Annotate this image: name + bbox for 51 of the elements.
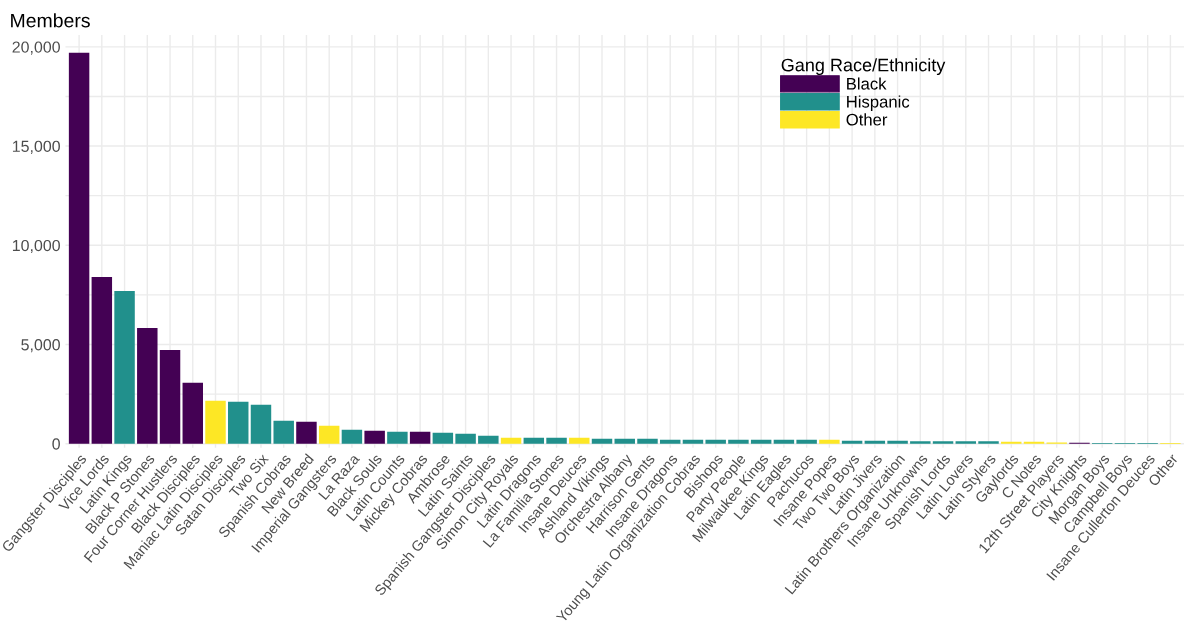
y-tick-label: 5,000	[21, 339, 60, 353]
bar	[318, 425, 340, 444]
bar	[296, 421, 317, 444]
bar	[159, 350, 181, 444]
bar	[432, 432, 454, 444]
bar	[728, 439, 749, 444]
bar	[614, 438, 635, 444]
bar	[478, 435, 499, 444]
bar	[637, 438, 658, 444]
bar	[819, 439, 840, 444]
bar	[364, 430, 385, 444]
bar	[182, 382, 203, 444]
legend-label: Black	[847, 77, 887, 90]
bar	[250, 404, 272, 444]
legend-label: Hispanic	[847, 95, 910, 111]
bar	[750, 439, 772, 444]
bar	[228, 401, 249, 444]
bar	[910, 441, 931, 444]
bar	[68, 52, 90, 444]
bar	[591, 438, 613, 444]
bar	[273, 420, 294, 444]
bar	[887, 440, 908, 444]
bar	[455, 433, 476, 444]
bar	[569, 437, 590, 444]
bar	[205, 400, 226, 444]
bar	[682, 439, 704, 444]
bar	[955, 441, 977, 444]
y-tick-label: 15,000	[12, 140, 60, 154]
chart-title: Members	[11, 13, 90, 28]
legend-label: Other	[846, 113, 888, 126]
bar	[705, 439, 726, 444]
y-tick-label: 10,000	[12, 239, 60, 254]
bar	[341, 429, 363, 444]
bar	[546, 437, 567, 444]
bar	[841, 440, 863, 444]
legend-title: Gang Race/Ethnicity	[781, 58, 946, 76]
bar	[978, 441, 999, 444]
bar	[523, 437, 545, 444]
y-tick-label: 20,000	[12, 41, 60, 55]
bar	[500, 437, 522, 444]
bar	[91, 277, 113, 444]
bar	[114, 290, 135, 444]
bar	[409, 431, 431, 444]
y-tick-label: 0	[52, 438, 60, 450]
bar	[932, 441, 954, 444]
bar	[773, 439, 795, 444]
bar	[796, 439, 817, 444]
bar	[864, 440, 886, 444]
bar	[659, 439, 681, 444]
bar	[387, 431, 408, 444]
bar	[137, 328, 158, 444]
